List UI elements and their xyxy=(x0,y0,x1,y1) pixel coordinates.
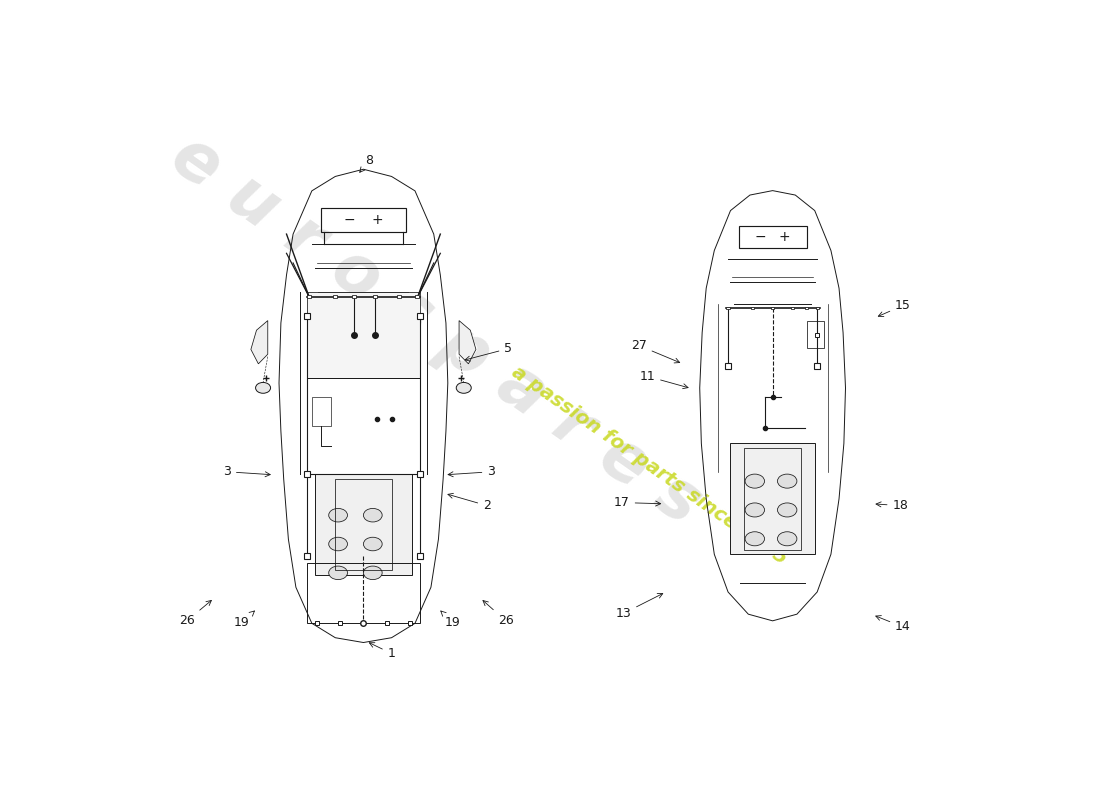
Text: 2: 2 xyxy=(448,494,491,512)
Bar xyxy=(730,443,815,554)
Text: e u r o s p a r e s: e u r o s p a r e s xyxy=(158,122,713,538)
Text: 17: 17 xyxy=(614,496,661,509)
Text: 8: 8 xyxy=(360,154,373,172)
Text: 1: 1 xyxy=(370,642,396,660)
Circle shape xyxy=(456,382,471,394)
Circle shape xyxy=(363,566,382,580)
Bar xyxy=(321,208,406,232)
Text: 26: 26 xyxy=(483,601,514,627)
Circle shape xyxy=(329,566,348,580)
Text: 26: 26 xyxy=(179,601,211,627)
Text: 13: 13 xyxy=(616,594,662,620)
Text: −: − xyxy=(755,230,767,244)
Text: 27: 27 xyxy=(630,339,680,363)
Text: 15: 15 xyxy=(878,299,911,317)
Bar xyxy=(750,307,754,310)
Bar xyxy=(307,563,420,623)
Text: 18: 18 xyxy=(876,499,909,512)
Bar xyxy=(307,295,311,298)
Bar xyxy=(315,474,412,575)
Circle shape xyxy=(363,509,382,522)
Circle shape xyxy=(745,503,764,517)
Text: a passion for parts since 1985: a passion for parts since 1985 xyxy=(508,362,790,569)
Bar xyxy=(311,398,331,426)
Bar xyxy=(373,295,376,298)
Bar xyxy=(726,307,729,310)
Text: +: + xyxy=(779,230,791,244)
Bar xyxy=(738,226,806,248)
Circle shape xyxy=(363,538,382,550)
Bar xyxy=(307,292,420,378)
Text: 14: 14 xyxy=(876,615,911,634)
Circle shape xyxy=(329,509,348,522)
Bar xyxy=(352,295,356,298)
Circle shape xyxy=(745,474,764,488)
Polygon shape xyxy=(459,321,476,364)
Bar xyxy=(791,307,794,310)
Text: 11: 11 xyxy=(639,370,689,389)
Bar xyxy=(771,307,774,310)
Text: 3: 3 xyxy=(223,466,271,478)
Bar xyxy=(397,295,400,298)
Circle shape xyxy=(255,382,271,394)
Circle shape xyxy=(778,532,796,546)
Circle shape xyxy=(329,538,348,550)
Bar xyxy=(815,307,818,310)
Polygon shape xyxy=(251,321,267,364)
Circle shape xyxy=(778,503,796,517)
Bar xyxy=(333,295,338,298)
Text: +: + xyxy=(372,213,383,226)
Text: −: − xyxy=(343,213,355,226)
Bar xyxy=(806,322,824,348)
Bar xyxy=(307,378,420,474)
Bar xyxy=(745,448,801,550)
Bar xyxy=(336,479,392,570)
Circle shape xyxy=(745,532,764,546)
Bar xyxy=(415,295,419,298)
Bar xyxy=(805,307,808,310)
Text: 19: 19 xyxy=(441,611,461,629)
Text: 19: 19 xyxy=(233,611,254,629)
Text: 3: 3 xyxy=(448,466,495,478)
Text: 5: 5 xyxy=(465,342,513,361)
Circle shape xyxy=(778,474,796,488)
